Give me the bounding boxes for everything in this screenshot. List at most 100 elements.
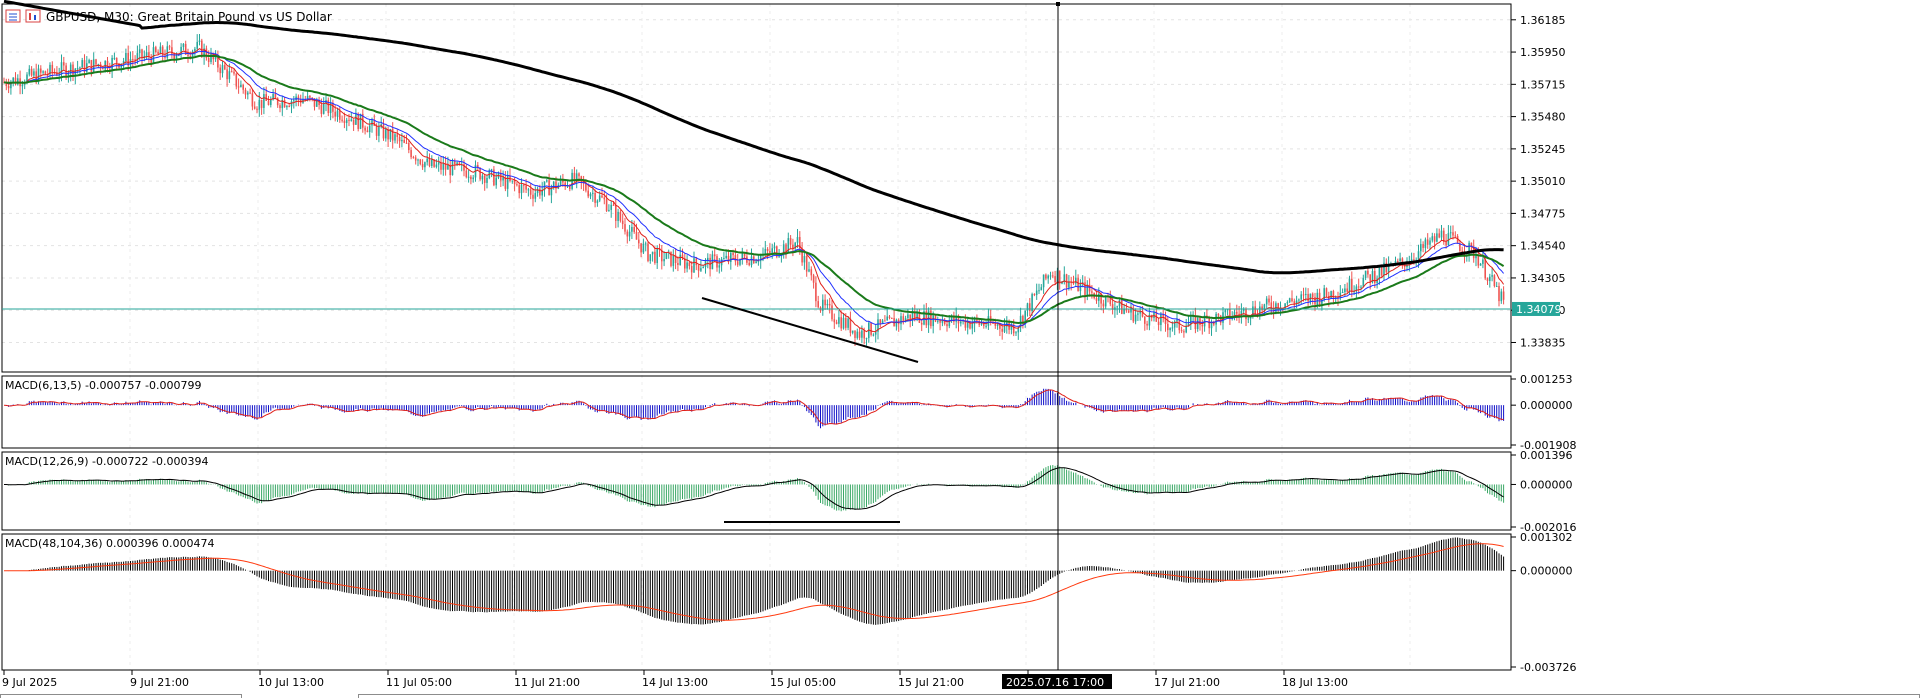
candle-body (980, 323, 983, 325)
candle-body (1449, 232, 1452, 234)
candle-body (1123, 308, 1125, 314)
candle-body (792, 244, 794, 249)
chart-window-icon (5, 9, 21, 23)
candle-body (1121, 299, 1123, 314)
candle-body (1378, 267, 1381, 279)
candle-body (410, 150, 412, 158)
candle-body (1040, 287, 1043, 291)
candle-body (716, 256, 718, 268)
candle-body (230, 71, 233, 73)
candle-body (1265, 298, 1268, 305)
candle-body (1431, 236, 1434, 241)
candle-body (566, 185, 569, 187)
candle-body (1339, 292, 1342, 298)
candle-body (1242, 308, 1245, 311)
candle-body (840, 317, 842, 329)
macd-2-label: MACD(12,26,9) -0.000722 -0.000394 (5, 455, 208, 468)
candle-body (796, 237, 799, 243)
time-tick-label: 15 Jul 05:00 (770, 676, 836, 689)
candle-body (33, 71, 35, 76)
current-price-label: 1.34079 (1516, 303, 1562, 316)
candle-body (396, 134, 399, 138)
time-tick-label: 11 Jul 21:00 (514, 676, 580, 689)
candle-body (1330, 291, 1332, 299)
candle-body (1210, 321, 1213, 329)
candle-body (1305, 293, 1307, 295)
candle-body (946, 324, 948, 327)
candle-body (794, 242, 796, 249)
time-tick-label: 9 Jul 21:00 (130, 676, 189, 689)
candle-body (803, 255, 806, 263)
candle-body (214, 55, 217, 60)
candle-body (14, 77, 17, 85)
candle-body (1178, 319, 1181, 331)
candle-body (364, 127, 366, 131)
candle-body (348, 119, 350, 121)
candle-body (884, 320, 886, 322)
candle-body (589, 193, 592, 197)
candle-body (1254, 306, 1256, 315)
price-tick-label: 1.34540 (1520, 240, 1566, 253)
candle-body (1010, 324, 1013, 330)
candle-body (224, 65, 226, 70)
candle-body (1160, 314, 1162, 325)
chart-tab-1[interactable] (0, 694, 242, 698)
candle-body (546, 180, 548, 182)
ma-slow-line (3, 54, 1505, 325)
candle-body (237, 86, 240, 88)
candle-body (684, 258, 686, 269)
candle-body (35, 71, 37, 83)
candle-body (368, 125, 371, 133)
trend-line[interactable] (701, 297, 919, 363)
candle-body (656, 248, 658, 264)
macd-pane-1[interactable] (1, 375, 1512, 449)
candle-body (350, 119, 353, 121)
candle-body (1325, 288, 1328, 296)
candle-body (7, 85, 10, 89)
candle-body (336, 110, 339, 117)
candle-body (661, 249, 663, 262)
candle-body (670, 251, 672, 266)
candle-body (948, 320, 951, 327)
macd-3-label: MACD(48,104,36) 0.000396 0.000474 (5, 537, 215, 550)
candle-body (433, 159, 435, 167)
candle-body (235, 73, 238, 87)
candle-body (283, 100, 286, 108)
chart-tab-2[interactable] (358, 694, 1920, 698)
indicator-tick-label: 0.001253 (1520, 373, 1573, 386)
candle-body (725, 255, 727, 259)
candle-body (895, 319, 898, 327)
candle-body (1357, 286, 1360, 288)
candle-body (1346, 288, 1348, 292)
candle-body (748, 262, 750, 266)
candle-body (1429, 240, 1431, 245)
candle-body (1413, 259, 1415, 261)
macd-pane-2[interactable] (1, 451, 1512, 531)
candle-body (412, 157, 415, 159)
candle-body (306, 95, 309, 100)
candle-body (833, 319, 836, 323)
price-tick-label: 1.35010 (1520, 175, 1566, 188)
candle-body (458, 162, 461, 165)
candle-body (757, 261, 760, 263)
macd-1-label: MACD(6,13,5) -0.000757 -0.000799 (5, 379, 201, 392)
candle-body (30, 68, 33, 76)
candle-body (12, 77, 14, 83)
candle-body (1088, 284, 1091, 292)
candle-body (727, 255, 730, 263)
candle-body (1447, 233, 1450, 246)
macd-pane-3[interactable] (1, 533, 1512, 671)
candle-body (274, 94, 277, 99)
main-price-pane[interactable] (1, 3, 1512, 373)
candle-body (1374, 270, 1376, 283)
candle-body (256, 108, 258, 110)
candle-body (863, 330, 865, 339)
candle-body (971, 324, 974, 329)
candle-body (42, 71, 44, 73)
candle-body (138, 49, 141, 54)
candle-body (1461, 250, 1463, 252)
candle-body (764, 248, 767, 254)
candle-body (332, 102, 334, 112)
candle-body (134, 59, 136, 61)
